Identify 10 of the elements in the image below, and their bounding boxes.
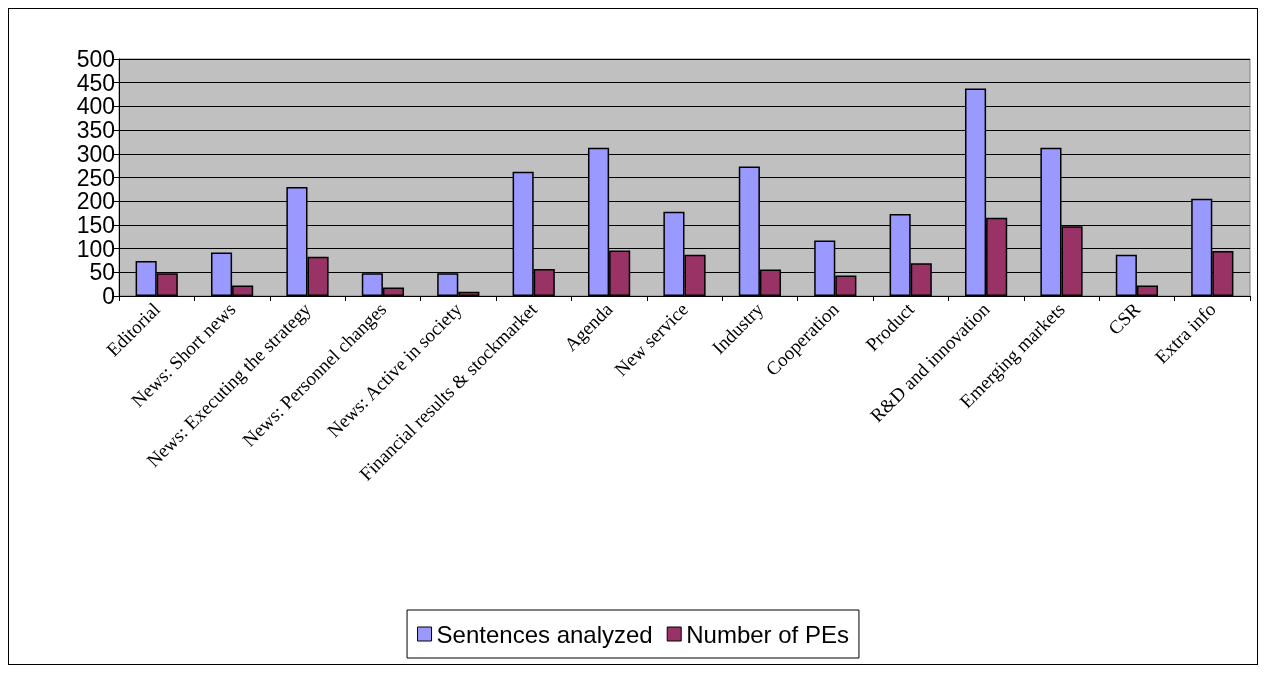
x-tick-label: CSR xyxy=(1104,298,1145,339)
legend-label: Number of PEs xyxy=(686,620,849,648)
y-tick-label: 500 xyxy=(76,46,115,72)
y-tick-label: 100 xyxy=(76,235,115,262)
y-tick-label: 400 xyxy=(76,93,115,120)
legend-label: Sentences analyzed xyxy=(436,620,653,648)
y-tick-label: 250 xyxy=(76,164,115,191)
y-tick-label: 450 xyxy=(76,69,115,96)
y-tick-label: 50 xyxy=(89,259,115,286)
y-tick-label: 0 xyxy=(102,283,115,309)
